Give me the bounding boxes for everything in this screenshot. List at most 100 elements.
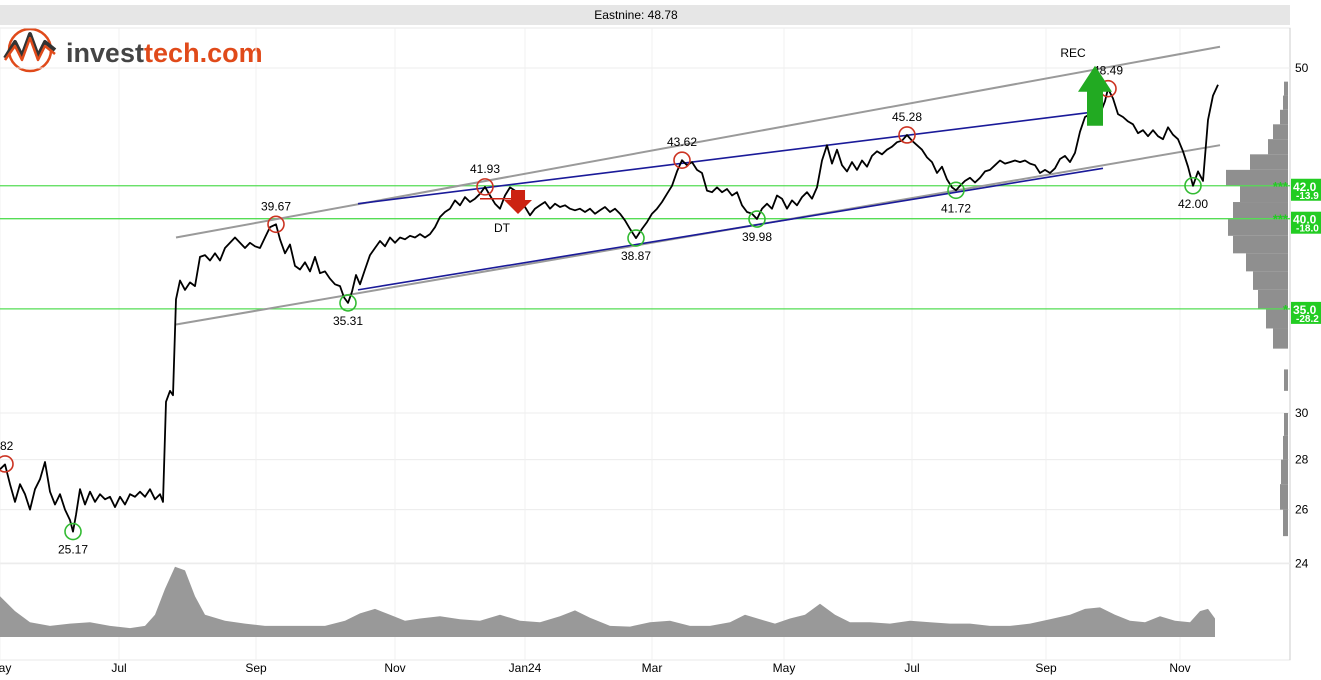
level-stars: ***: [1273, 179, 1289, 194]
peak-circle: [476, 178, 494, 196]
svg-text:investtech.com: investtech.com: [66, 38, 263, 68]
logo-emblem-icon: [3, 27, 57, 73]
peak-circle: [898, 126, 916, 144]
level-stars: ***: [1273, 212, 1289, 227]
trough-circle: [748, 210, 766, 228]
volume-profile-bar: [1258, 289, 1288, 309]
signal-label: REC: [1060, 46, 1086, 60]
title-bar: [0, 5, 1290, 25]
x-axis: May Jul Sep Nov Jan24 Mar May Jul Sep Nov: [0, 661, 1191, 675]
volume-profile-bar: [1246, 253, 1288, 272]
x-tick-label: Mar: [642, 661, 663, 675]
y-tick-label: 50: [1295, 61, 1309, 75]
volume-profile-bar: [1281, 459, 1288, 485]
volume-area: [0, 566, 1215, 637]
volume-profile: [1226, 81, 1288, 537]
peak-label: 35.31: [333, 314, 363, 328]
logo-text-invest: invest: [66, 38, 144, 68]
up-arrow-shape: [1078, 65, 1112, 126]
volume-profile-bar: [1233, 202, 1288, 219]
peak-label: 25.17: [58, 543, 88, 557]
x-tick-label: Sep: [1035, 661, 1057, 675]
level-value: 40.0: [1293, 213, 1317, 227]
level-box: [1291, 211, 1321, 234]
signal-arrows: DT REC: [480, 46, 1112, 235]
x-tick-label: Nov: [1169, 661, 1190, 675]
signal-label: DT: [494, 221, 511, 235]
level-box: [1291, 301, 1321, 324]
x-tick-label: Nov: [384, 661, 405, 675]
volume-profile-bar: [1284, 81, 1288, 96]
trend-upper: [357, 110, 1101, 205]
trend-channel: [175, 45, 1221, 326]
x-tick-label: Sep: [245, 661, 267, 675]
level-pct: -18.0: [1296, 224, 1319, 235]
volume-profile-bar: [1268, 139, 1288, 155]
trough-circle: [1184, 176, 1202, 195]
volume-profile-bar: [1253, 271, 1288, 290]
level-pct: -13.9: [1296, 191, 1319, 202]
y-axis: 50 30 28 26 24: [1295, 61, 1309, 571]
peak-label: 43.62: [667, 135, 697, 149]
x-tick-label: Jul: [111, 661, 126, 675]
y-tick-label: 26: [1295, 503, 1309, 517]
level-value: 42.0: [1293, 180, 1317, 194]
peak-label: 39.98: [742, 230, 772, 244]
volume-profile-bar: [1266, 308, 1288, 329]
grid: [0, 27, 1291, 661]
x-tick-label: May: [773, 661, 796, 675]
y-tick-label: 30: [1295, 406, 1309, 420]
volume-profile-bar: [1226, 169, 1288, 186]
level-box: [1291, 178, 1321, 201]
peak-label: .82: [0, 439, 14, 453]
y-tick-label: 28: [1295, 453, 1309, 467]
level-stars: *: [1283, 302, 1289, 317]
level-pct: -28.2: [1296, 314, 1319, 325]
logo-text-tech: tech.com: [144, 38, 263, 68]
volume-profile-bar: [1284, 413, 1288, 436]
volume-profile-bar: [1228, 218, 1288, 236]
level-value: 35.0: [1293, 303, 1317, 317]
peak-label: 45.28: [892, 110, 922, 124]
peak-circle: [0, 455, 14, 473]
volume-profile-bar: [1280, 484, 1288, 510]
peak-markers: .82 25.17 39.67 35.31 41.93 38.87 43.62 39.98 45…: [0, 64, 1208, 557]
price-line: [0, 84, 1219, 533]
peak-circle: [673, 151, 691, 169]
peak-label: 42.00: [1178, 197, 1208, 211]
volume-profile-bar: [1233, 235, 1288, 254]
trend-lower: [357, 167, 1104, 291]
y-tick-label: 24: [1295, 557, 1309, 571]
level-labels: *** 42.0-13.9 *** 40.0-18.0 * 35.0-28.2: [1273, 178, 1321, 325]
peak-label: 38.87: [621, 249, 651, 263]
x-tick-label: Jul: [904, 661, 919, 675]
up-arrow-icon: [1078, 65, 1112, 126]
price-series-line: [0, 84, 1219, 533]
trough-circle: [339, 294, 357, 312]
peak-label: 48.49: [1093, 64, 1123, 78]
trough-circle: [947, 181, 965, 200]
peak-circle: [267, 215, 285, 234]
volume-profile-bar: [1284, 369, 1288, 391]
channel-upper: [175, 45, 1221, 239]
volume-shape: [0, 566, 1215, 637]
chart-title: Eastnine: 48.78: [594, 8, 678, 22]
x-tick-label: May: [0, 661, 11, 675]
volume-profile-bar: [1283, 95, 1288, 110]
volume-profile-bar: [1283, 435, 1288, 460]
volume-profile-bar: [1250, 154, 1288, 170]
volume-profile-bar: [1240, 185, 1288, 203]
peak-label: 41.72: [941, 201, 971, 215]
volume-profile-bar: [1280, 109, 1288, 125]
trough-circle: [64, 522, 82, 541]
trough-circle: [627, 229, 645, 247]
invesstech-logo: investtech.com: [3, 27, 263, 73]
support-levels: [0, 185, 1290, 310]
x-tick-label: Jan24: [509, 661, 542, 675]
peak-label: 41.93: [470, 162, 500, 176]
volume-profile-bar: [1273, 124, 1288, 140]
peak-label: 39.67: [261, 199, 291, 213]
down-arrow-icon: [480, 190, 532, 215]
volume-profile-bar: [1273, 328, 1288, 349]
